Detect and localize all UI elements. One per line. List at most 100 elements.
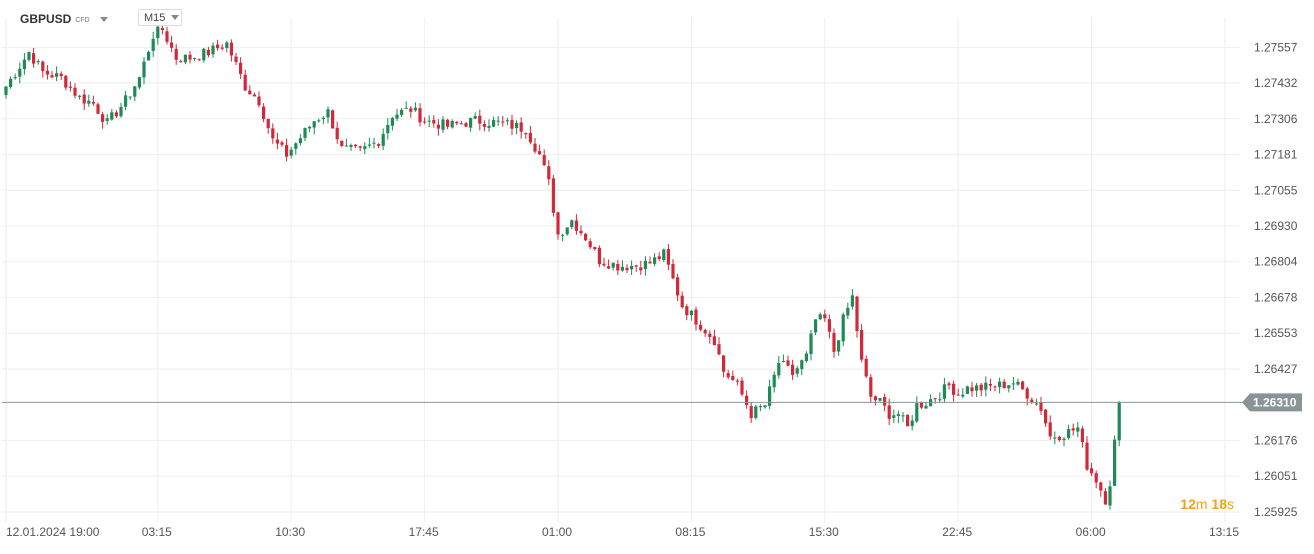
candle-body	[519, 122, 523, 132]
candle-body	[27, 52, 31, 60]
candle-body	[952, 383, 956, 395]
candle-body	[883, 397, 887, 406]
candle-body	[229, 42, 233, 56]
candle-body	[745, 395, 749, 406]
chevron-down-icon[interactable]	[99, 16, 108, 22]
candle-body	[1057, 436, 1061, 441]
candle-body	[50, 75, 54, 78]
countdown-seconds-unit: s	[1227, 496, 1234, 512]
candle-body	[781, 361, 785, 363]
candle-body	[749, 405, 753, 419]
symbol-name: GBPUSD	[20, 12, 72, 26]
candle-body	[542, 155, 546, 166]
x-tick-label: 13:15	[1209, 525, 1239, 539]
candle-body	[970, 387, 974, 392]
candle-body	[110, 112, 114, 120]
candle-body	[386, 124, 390, 134]
candle-body	[515, 123, 519, 129]
candle-body	[312, 121, 316, 128]
instrument-type-label: CFD	[75, 16, 90, 24]
candle-body	[285, 145, 289, 157]
candle-body	[873, 396, 877, 401]
candle-body	[317, 120, 321, 122]
candle-body	[32, 53, 36, 64]
candle-body	[78, 95, 82, 97]
y-tick-label: 1.27557	[1254, 40, 1298, 54]
candle-body	[252, 94, 256, 97]
candle-body	[413, 107, 417, 111]
candle-body	[432, 119, 436, 124]
candle-body	[41, 61, 45, 72]
candle-body	[1044, 409, 1048, 424]
candle-body	[220, 47, 224, 49]
candle-body	[151, 38, 155, 51]
candle-body	[326, 109, 330, 118]
candle-body	[887, 405, 891, 419]
axes: 1.25925 1.26051 1.26176 1.26427 1.26553 1.266…	[6, 40, 1298, 539]
candle-body	[505, 120, 509, 122]
candle-body	[298, 138, 302, 144]
candle-body	[243, 74, 247, 91]
symbol-selector[interactable]: GBPUSD CFD	[20, 10, 108, 28]
candle-body	[528, 132, 532, 143]
candle-body	[570, 220, 574, 228]
candle-body	[731, 375, 735, 381]
candle-body	[763, 405, 767, 408]
candle-body	[625, 267, 629, 271]
current-price-marker: 1.26310	[2, 393, 1302, 412]
candle-body	[1067, 429, 1071, 439]
candle-body	[722, 355, 726, 372]
candle-body	[234, 56, 238, 63]
candle-body	[965, 386, 969, 394]
candle-body	[179, 61, 183, 63]
candle-body	[193, 58, 197, 60]
candle-body	[459, 123, 463, 125]
candle-body	[896, 414, 900, 417]
candle-body	[942, 384, 946, 399]
y-tick-label: 1.27306	[1254, 112, 1298, 126]
candle-countdown: 12m 18s	[1180, 496, 1234, 512]
candle-body	[1090, 468, 1094, 474]
candle-body	[450, 121, 454, 128]
candle-body	[469, 118, 473, 128]
chevron-down-icon	[171, 15, 180, 20]
candle-body	[73, 87, 77, 96]
candle-body	[257, 96, 261, 106]
candle-body	[1085, 442, 1089, 470]
timeframe-select[interactable]: M15	[138, 9, 182, 26]
candle-body	[45, 70, 49, 75]
candle-body	[340, 140, 344, 146]
candle-body	[855, 296, 859, 332]
y-tick-label: 1.26804	[1254, 255, 1298, 269]
y-tick-label: 1.26176	[1254, 434, 1298, 448]
candle-body	[804, 353, 808, 362]
x-tick-label: 12.01.2024 19:00	[6, 525, 100, 539]
candle-body	[64, 75, 68, 88]
candle-body	[901, 415, 905, 417]
candle-body	[275, 139, 279, 144]
candle-body	[335, 127, 339, 140]
candle-body	[538, 151, 542, 155]
candle-body	[1108, 486, 1112, 506]
candle-body	[303, 128, 307, 138]
candle-body	[676, 277, 680, 296]
candle-body	[377, 144, 381, 146]
candle-body	[464, 123, 468, 127]
candle-body	[712, 336, 716, 346]
candle-body	[726, 373, 730, 378]
candle-body	[1002, 381, 1006, 389]
candle-body	[979, 384, 983, 391]
candle-body	[82, 94, 86, 104]
candle-body	[850, 295, 854, 307]
candle-body	[607, 266, 611, 269]
candle-body	[988, 383, 992, 386]
candle-body	[372, 142, 376, 144]
candle-body	[119, 106, 123, 117]
candle-body	[395, 114, 399, 119]
candle-body	[381, 133, 385, 146]
candle-body	[924, 405, 928, 409]
candle-body	[202, 48, 206, 61]
candle-body	[993, 386, 997, 388]
